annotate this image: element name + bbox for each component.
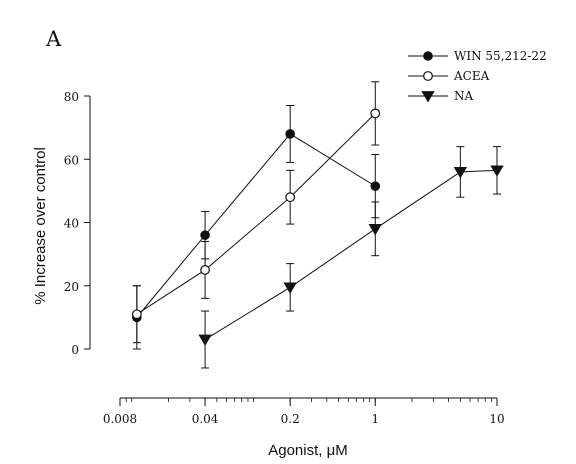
y-tick-label: 60 [64, 153, 79, 167]
series-line-win-55-212-22 [136, 133, 376, 318]
series-line-acea [136, 113, 376, 315]
y-axis: 0 20 40 60 80 [64, 90, 91, 357]
legend-label: WIN 55,212-22 [454, 49, 547, 63]
x-tick-label: 0.2 [281, 412, 300, 426]
y-tick-label: 0 [71, 343, 79, 357]
legend-label: ACEA [453, 69, 490, 83]
data-point [370, 108, 381, 119]
legend-marker [423, 71, 433, 81]
x-tick-label: 0.008 [103, 412, 137, 426]
series-na [198, 146, 504, 369]
panel-label: A [45, 27, 62, 51]
plot-area [131, 81, 504, 369]
data-point [285, 192, 296, 203]
data-point [453, 167, 468, 179]
x-tick-label: 0.04 [192, 412, 219, 426]
data-point [200, 265, 210, 275]
legend: WIN 55,212-22 ACEA NA [408, 49, 547, 103]
data-point [200, 230, 210, 240]
data-point [131, 309, 142, 320]
y-tick-label: 40 [64, 217, 79, 231]
data-point [370, 181, 381, 191]
x-tick-label: 10 [489, 412, 504, 426]
data-point [285, 129, 295, 139]
legend-marker [421, 91, 435, 103]
data-point [198, 334, 212, 347]
data-point [283, 282, 297, 294]
y-axis-title: % Increase over control [32, 147, 49, 305]
data-point [490, 165, 504, 177]
y-tick-label: 20 [64, 280, 79, 294]
y-tick-label: 80 [64, 90, 79, 104]
legend-entry-na: NA [408, 89, 474, 103]
x-tick-label: 1 [371, 412, 379, 426]
data-point [368, 223, 382, 236]
series-line-na [204, 169, 498, 340]
legend-entry-win-55-212-22: WIN 55,212-22 [408, 49, 547, 63]
legend-marker [423, 51, 433, 61]
legend-entry-acea: ACEA [408, 69, 490, 83]
series-win-55-212-22 [132, 104, 381, 350]
legend-label: NA [454, 89, 474, 103]
x-axis: 0.008 0.04 0.2 1 10 [103, 397, 505, 426]
series-acea [131, 81, 381, 344]
x-axis-title: Agonist, μM [268, 442, 348, 459]
